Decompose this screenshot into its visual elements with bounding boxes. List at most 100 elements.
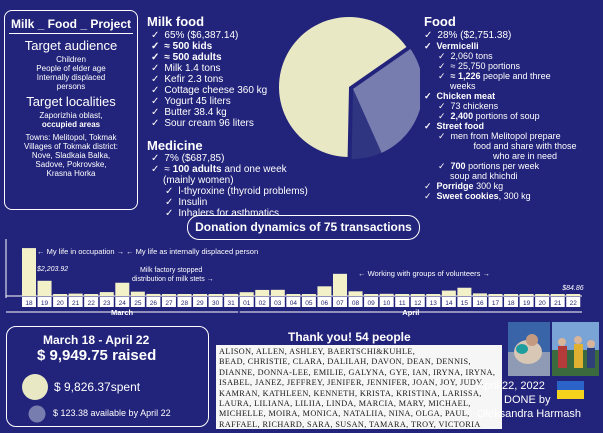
- towns-line-3: Sadove, Pokrovske,: [35, 160, 107, 169]
- medicine-sub-item: Insulin: [165, 197, 341, 208]
- day-label-box: [99, 297, 114, 307]
- donation-bar: [161, 294, 176, 296]
- donation-bar: [472, 293, 487, 296]
- chicken-title: Chicken meat: [424, 91, 599, 101]
- audience-line-3: persons: [56, 82, 86, 91]
- annotation-volunteers: ← Working with groups of volunteers →: [358, 269, 490, 278]
- vermicelli-title: Vermicelli: [424, 41, 599, 51]
- street-line-1: food and share with those: [473, 141, 577, 151]
- project-title: Milk _ Food _ Project: [11, 17, 132, 31]
- towns-line-2: Nove, Sladkaia Balka,: [31, 151, 111, 160]
- milk-food-item: Cottage cheese 360 kg: [151, 85, 296, 96]
- day-label: 28: [181, 300, 189, 307]
- day-label-box: [395, 297, 410, 307]
- donation-bar: [348, 291, 363, 296]
- raised-amount: $ 9,949.75 raised: [37, 347, 157, 364]
- audience-line-0: Children: [56, 55, 86, 64]
- day-label-box: [441, 297, 456, 307]
- annotation-milk-factory-1: Milk factory stopped: [140, 267, 202, 274]
- donation-bar: [115, 282, 130, 296]
- medicine-adults-rest: and one week: [221, 164, 287, 175]
- street-food-title: Street food: [424, 121, 599, 131]
- day-label: 14: [445, 300, 453, 307]
- annotation-occupation: ← My life in occupation →: [37, 247, 124, 256]
- milk-food-item: Milk 1.4 tons: [151, 63, 296, 74]
- medicine-title: Medicine: [147, 138, 203, 153]
- donation-bar: [426, 294, 441, 296]
- day-label: 21: [554, 300, 562, 307]
- porridge-amount: 300 kg: [473, 181, 504, 191]
- day-label-box: [301, 297, 316, 307]
- day-label: 08: [352, 300, 360, 307]
- donation-bar: [410, 294, 425, 296]
- donor-names-line: DIANNE, DONNA-LEE, EMILIE, GALYNA, GYE, …: [219, 367, 496, 377]
- donation-bar: [130, 291, 145, 296]
- day-label-box: [566, 297, 581, 307]
- day-label: 19: [41, 300, 49, 307]
- day-label: 01: [243, 300, 251, 307]
- donation-bar: [488, 294, 503, 296]
- month-label-april: April: [402, 308, 419, 317]
- annotation-milk-factory-2: distribution of milk stets →: [132, 276, 214, 283]
- chicken-portions-rest: portions of soup: [473, 111, 540, 121]
- day-label: 07: [336, 300, 344, 307]
- available-amount: $ 123.38 available by April 22: [53, 408, 171, 418]
- day-label-box: [208, 297, 223, 307]
- medicine-sub-list: l-thyroxine (thyroid problems)InsulinInh…: [151, 186, 341, 219]
- day-label: 22: [88, 300, 96, 307]
- donation-bar: [193, 294, 208, 296]
- chicken-portions: 2,400 portions of soup: [438, 111, 599, 121]
- towns-line-1: Villages of Tokmak district:: [24, 142, 118, 151]
- donation-bar: [441, 290, 456, 296]
- medicine-sub-item: Inhalers for asthmatics: [165, 208, 341, 219]
- day-label-box: [255, 297, 270, 307]
- day-label: 03: [274, 300, 282, 307]
- thanks-title: Thank you! 54 people: [288, 330, 411, 344]
- day-label: 24: [119, 300, 127, 307]
- localities-line-1: occupied areas: [41, 120, 101, 129]
- food-block: 28% ($2,751.38) Vermicelli 2,060 tons ≈ …: [424, 30, 599, 201]
- cookies-amount: , 300 kg: [498, 191, 531, 201]
- medicine-adults-note: (mainly women): [163, 175, 234, 186]
- day-label-box: [286, 297, 301, 307]
- donor-names-line: ALISON, ALLEN, ASHLEY, BAERTSCHI&KUHLE,: [219, 347, 416, 356]
- day-label: 13: [430, 300, 438, 307]
- day-label-box: [364, 297, 379, 307]
- donation-bar: [519, 294, 534, 296]
- day-label-box: [146, 297, 161, 307]
- donation-bar: [53, 294, 68, 296]
- day-label-box: [550, 297, 565, 307]
- milk-food-item: Butter 38.4 kg: [151, 107, 296, 118]
- donation-bar: [255, 289, 270, 296]
- day-label: 18: [25, 300, 33, 307]
- pie-slice-food: [353, 48, 420, 153]
- raised-period: March 18 - April 22: [43, 333, 150, 347]
- volunteer-photo-1: [508, 322, 550, 376]
- day-label-box: [317, 297, 332, 307]
- day-label: 04: [290, 300, 298, 307]
- day-label: 06: [321, 300, 329, 307]
- towns-list: Towns: Melitopol, Tokmak Villages of Tok…: [5, 133, 137, 178]
- donation-bar: [84, 294, 99, 296]
- audience-line-1: People of elder age: [36, 64, 106, 73]
- donation-bar: [68, 293, 83, 296]
- day-label: 16: [476, 300, 484, 307]
- donation-bar: [504, 294, 519, 296]
- pie-slice-medicine: [351, 89, 382, 159]
- day-label-box: [348, 297, 363, 307]
- target-localities-title: Target localities: [26, 94, 116, 109]
- donation-bar: [395, 294, 410, 296]
- spent-amount: $ 9,826.37spent: [54, 380, 141, 394]
- milk-food-item: Yogurt 45 liters: [151, 96, 296, 107]
- bar-value-label: $84.86: [561, 285, 584, 292]
- vermicelli-people-cont: weeks: [450, 81, 476, 91]
- donation-timeline-chart: 18 19 20 21 22 23 24 25 26 27 28 29 30 31 01 02 03 04 05 06…: [5, 239, 584, 317]
- day-label-box: [130, 297, 145, 307]
- day-label: 11: [399, 300, 406, 307]
- food-title: Food: [424, 14, 456, 29]
- day-label: 05: [305, 300, 313, 307]
- milk-food-list: 65% ($6,387.14)≈ 500 kids≈ 500 adultsMil…: [151, 30, 296, 129]
- milk-food-item: Kefir 2.3 tons: [151, 74, 296, 85]
- day-label: 12: [414, 300, 422, 307]
- day-label-box: [161, 297, 176, 307]
